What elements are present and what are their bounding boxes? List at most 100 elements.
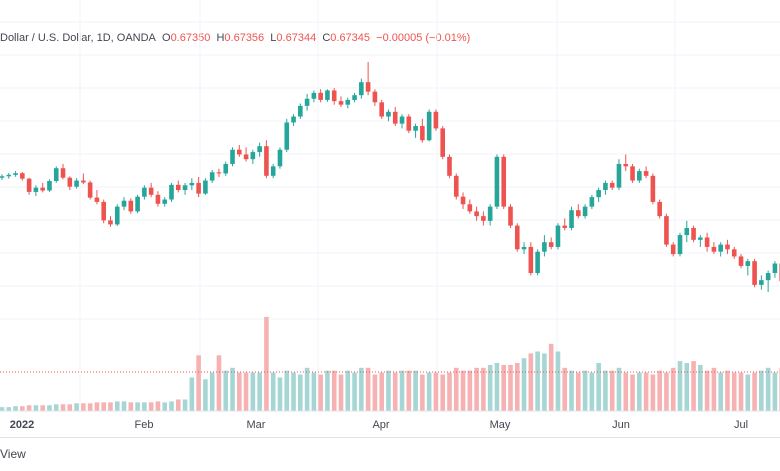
candle-body: [318, 92, 323, 100]
candle-body: [738, 256, 744, 266]
volume-bar: [223, 370, 229, 411]
candle-body: [352, 95, 357, 100]
candle-body: [772, 263, 778, 274]
candle-body: [555, 225, 561, 247]
view-label[interactable]: View: [0, 447, 26, 461]
candle-body: [616, 163, 622, 188]
volume-bar: [616, 367, 622, 411]
volume-bar: [569, 370, 574, 411]
candle-body: [250, 152, 256, 160]
x-tick-label: Jul: [734, 419, 748, 431]
candle-body: [81, 180, 86, 183]
volume-bar: [596, 363, 601, 411]
candle-body: [121, 200, 127, 207]
volume-bar: [460, 370, 466, 411]
candle-body: [623, 163, 629, 167]
volume-bar: [345, 370, 351, 411]
candle-body: [609, 182, 615, 188]
candle-body: [277, 149, 283, 167]
candle-body: [67, 177, 73, 187]
volume-bar: [440, 374, 445, 411]
candle-body: [331, 90, 337, 102]
candle-body: [467, 204, 473, 212]
volume-bar: [637, 372, 642, 411]
x-tick-label: Feb: [135, 419, 154, 431]
x-tick-label: Mar: [247, 419, 266, 431]
candle-body: [142, 187, 147, 197]
candle-body: [440, 128, 445, 157]
volume-bar: [148, 402, 154, 411]
candle-body: [630, 166, 635, 181]
candle-body: [94, 197, 100, 202]
candle-body: [752, 261, 757, 285]
symbol-label: Dollar / U.S. Dollar, 1D, OANDA: [0, 32, 156, 44]
close-label: C: [322, 32, 331, 44]
candle-body: [548, 242, 554, 247]
volume-bar: [304, 367, 310, 411]
volume-bar: [257, 372, 262, 411]
candlestick-chart[interactable]: 2022 Feb Mar Apr May Jun Jul: [0, 0, 780, 437]
candle-body: [765, 273, 771, 281]
candle-body: [270, 166, 276, 176]
candle-body: [508, 206, 513, 226]
candle-body: [243, 154, 249, 160]
volume-bar: [128, 402, 134, 411]
volume-bar: [311, 372, 317, 411]
volume-bar: [101, 402, 106, 411]
volume-bar: [209, 372, 215, 411]
candle-body: [6, 174, 12, 177]
change-value: −0.00005 (−0.01%): [376, 32, 471, 44]
volume-bar: [0, 407, 5, 411]
candle-body: [257, 146, 262, 153]
candle-body: [420, 126, 425, 141]
volume-bar: [745, 374, 751, 411]
candle-body: [514, 225, 520, 250]
volume-bar: [623, 372, 629, 411]
volume-bar: [542, 353, 547, 411]
volume-bar: [447, 372, 452, 411]
volume-bar: [399, 370, 405, 411]
candle-body: [637, 171, 642, 181]
candle-body: [528, 246, 534, 274]
volume-bar: [47, 405, 52, 411]
volume-bar: [386, 370, 391, 411]
candle-body: [535, 251, 540, 274]
volume-bar: [338, 374, 344, 411]
volume-bar: [725, 370, 730, 411]
volume-bar: [576, 372, 581, 411]
candle-body: [433, 111, 439, 129]
candle-body: [447, 156, 452, 176]
candle-body: [650, 175, 656, 202]
volume-bar: [426, 372, 432, 411]
candle-body: [392, 111, 398, 124]
volume-bar: [114, 401, 120, 411]
candle-body: [135, 196, 140, 212]
candle-body: [128, 200, 134, 212]
candle-body: [406, 116, 412, 131]
volume-bar: [528, 353, 534, 411]
candle-body: [426, 111, 432, 141]
volume-bar: [562, 367, 568, 411]
volume-bar: [372, 374, 378, 411]
volume-bar: [582, 370, 588, 411]
volume-bar: [664, 372, 669, 411]
candle-body: [40, 187, 45, 191]
volume-bar: [535, 351, 540, 411]
close-value: 0.67345: [330, 32, 371, 44]
volume-bar: [474, 367, 479, 411]
volume-bar: [108, 402, 113, 411]
candle-body: [291, 116, 296, 123]
volume-bar: [609, 370, 615, 411]
candle-body: [13, 173, 18, 175]
volume-bar: [657, 370, 662, 411]
candle-body: [481, 216, 486, 221]
candle-body: [264, 146, 269, 176]
candle-body: [60, 168, 66, 178]
volume-bar: [698, 364, 703, 411]
candle-body: [196, 182, 201, 194]
x-tick-label: Jun: [612, 419, 630, 431]
candle-body: [576, 210, 581, 217]
volume-bar: [169, 401, 174, 411]
volume-bar: [74, 403, 79, 411]
volume-bar: [514, 363, 520, 411]
